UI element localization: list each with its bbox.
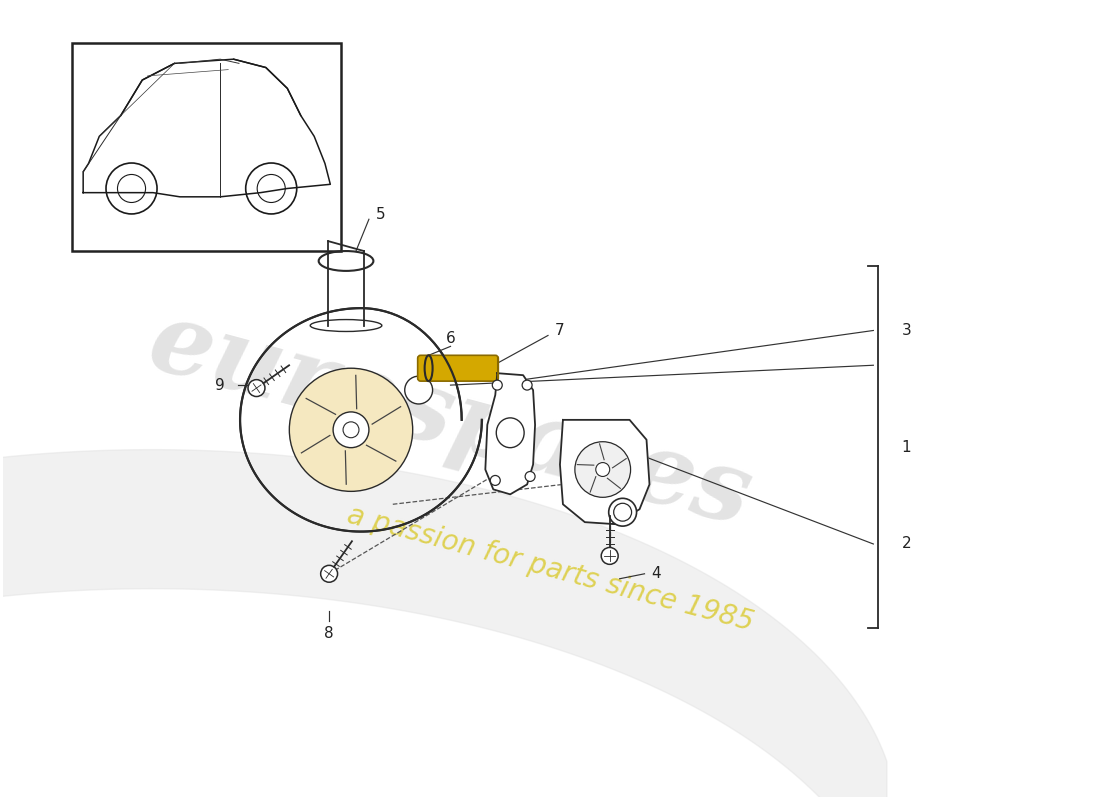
Text: 8: 8 (324, 626, 334, 641)
Ellipse shape (496, 418, 524, 448)
Circle shape (522, 380, 532, 390)
Circle shape (596, 462, 609, 477)
Text: 6: 6 (446, 331, 455, 346)
Circle shape (289, 368, 412, 491)
Polygon shape (560, 420, 649, 524)
Circle shape (525, 471, 535, 482)
Text: 5: 5 (376, 206, 386, 222)
Text: 4: 4 (651, 566, 661, 582)
Circle shape (491, 475, 501, 486)
Circle shape (248, 380, 265, 397)
Polygon shape (485, 373, 535, 494)
Text: a passion for parts since 1985: a passion for parts since 1985 (343, 501, 757, 637)
Text: 3: 3 (901, 323, 911, 338)
FancyBboxPatch shape (418, 355, 498, 381)
Ellipse shape (608, 498, 637, 526)
Text: 2: 2 (901, 537, 911, 551)
Circle shape (321, 566, 338, 582)
Text: 7: 7 (556, 323, 564, 338)
Ellipse shape (405, 376, 432, 404)
Circle shape (602, 547, 618, 564)
Circle shape (493, 380, 503, 390)
Circle shape (333, 412, 369, 448)
Text: 9: 9 (214, 378, 224, 393)
FancyBboxPatch shape (73, 42, 341, 251)
Text: 1: 1 (901, 440, 911, 454)
Text: eurospares: eurospares (139, 293, 762, 546)
Circle shape (575, 442, 630, 498)
